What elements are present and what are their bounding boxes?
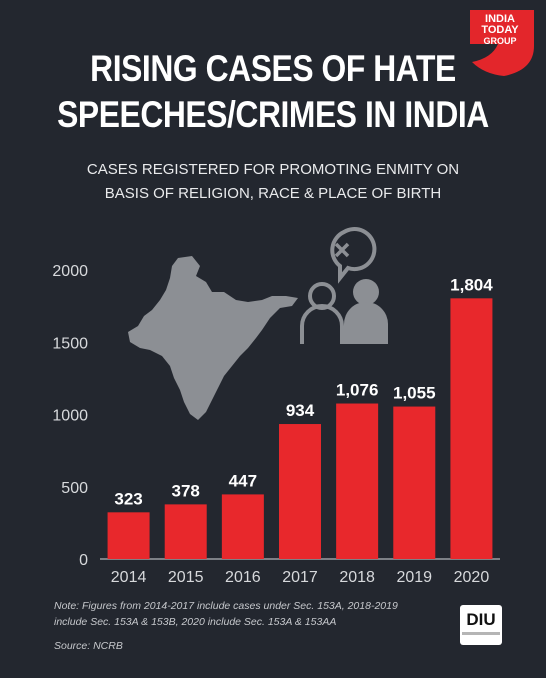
india-today-logo: INDIA TODAY GROUP (464, 4, 540, 80)
title-line-1: RISING CASES OF HATE (90, 48, 456, 89)
bar-value-label: 1,055 (393, 384, 436, 403)
y-tick-label: 2000 (52, 263, 88, 280)
x-tick-label: 2017 (282, 569, 318, 586)
x-tick-label: 2014 (111, 569, 147, 586)
chart-note: Note: Figures from 2014-2017 include cas… (54, 598, 454, 630)
bar-2014 (107, 512, 150, 559)
x-tick-label: 2020 (454, 569, 490, 586)
chart-subtitle: CASES REGISTERED FOR PROMOTING ENMITY ON… (0, 158, 546, 206)
bar-value-label: 1,804 (450, 275, 493, 294)
source-label: Source: NCRB (54, 640, 123, 652)
y-tick-label: 1500 (52, 335, 88, 352)
people-speech-icon (300, 227, 388, 344)
bar-2016 (221, 494, 264, 559)
bar-2019 (393, 406, 436, 559)
x-tick-label: 2019 (396, 569, 432, 586)
note-line-2: include Sec. 153A & 153B, 2020 include S… (54, 616, 337, 628)
logo-badge-shape (470, 10, 534, 76)
bar-value-label: 934 (286, 401, 315, 420)
y-tick-label: 1000 (52, 408, 88, 425)
bar-value-label: 378 (172, 481, 200, 500)
x-tick-label: 2015 (168, 569, 204, 586)
bar-value-label: 447 (229, 471, 257, 490)
bar-2015 (164, 504, 207, 559)
bar-group: 323 2014 378 2015 447 2016 934 2017 1,076 2018 1,0… (107, 275, 493, 586)
bar-value-label: 1,076 (336, 381, 379, 400)
diu-logo-underline (462, 632, 500, 635)
title-line-2: SPEECHES/CRIMES IN INDIA (57, 94, 489, 135)
bar-2017 (279, 424, 321, 559)
note-line-1: Note: Figures from 2014-2017 include cas… (54, 600, 398, 612)
x-tick-label: 2016 (225, 569, 261, 586)
y-axis: 0 500 1000 1500 2000 (52, 263, 88, 569)
subtitle-line-2: BASIS OF RELIGION, RACE & PLACE OF BIRTH (104, 185, 442, 202)
bar-2020 (450, 298, 493, 559)
y-tick-label: 500 (61, 480, 88, 497)
page-title: RISING CASES OF HATE SPEECHES/CRIMES IN … (38, 46, 508, 138)
bar-value-label: 323 (114, 489, 142, 508)
diu-logo: DIU (460, 605, 502, 645)
y-tick-label: 0 (79, 552, 88, 569)
india-map-icon (128, 256, 298, 420)
diu-logo-text: DIU (466, 610, 496, 629)
subtitle-line-1: CASES REGISTERED FOR PROMOTING ENMITY ON (86, 161, 460, 178)
x-tick-label: 2018 (339, 569, 375, 586)
bar-2018 (336, 403, 379, 559)
logo-text: INDIA TODAY GROUP (481, 13, 519, 47)
